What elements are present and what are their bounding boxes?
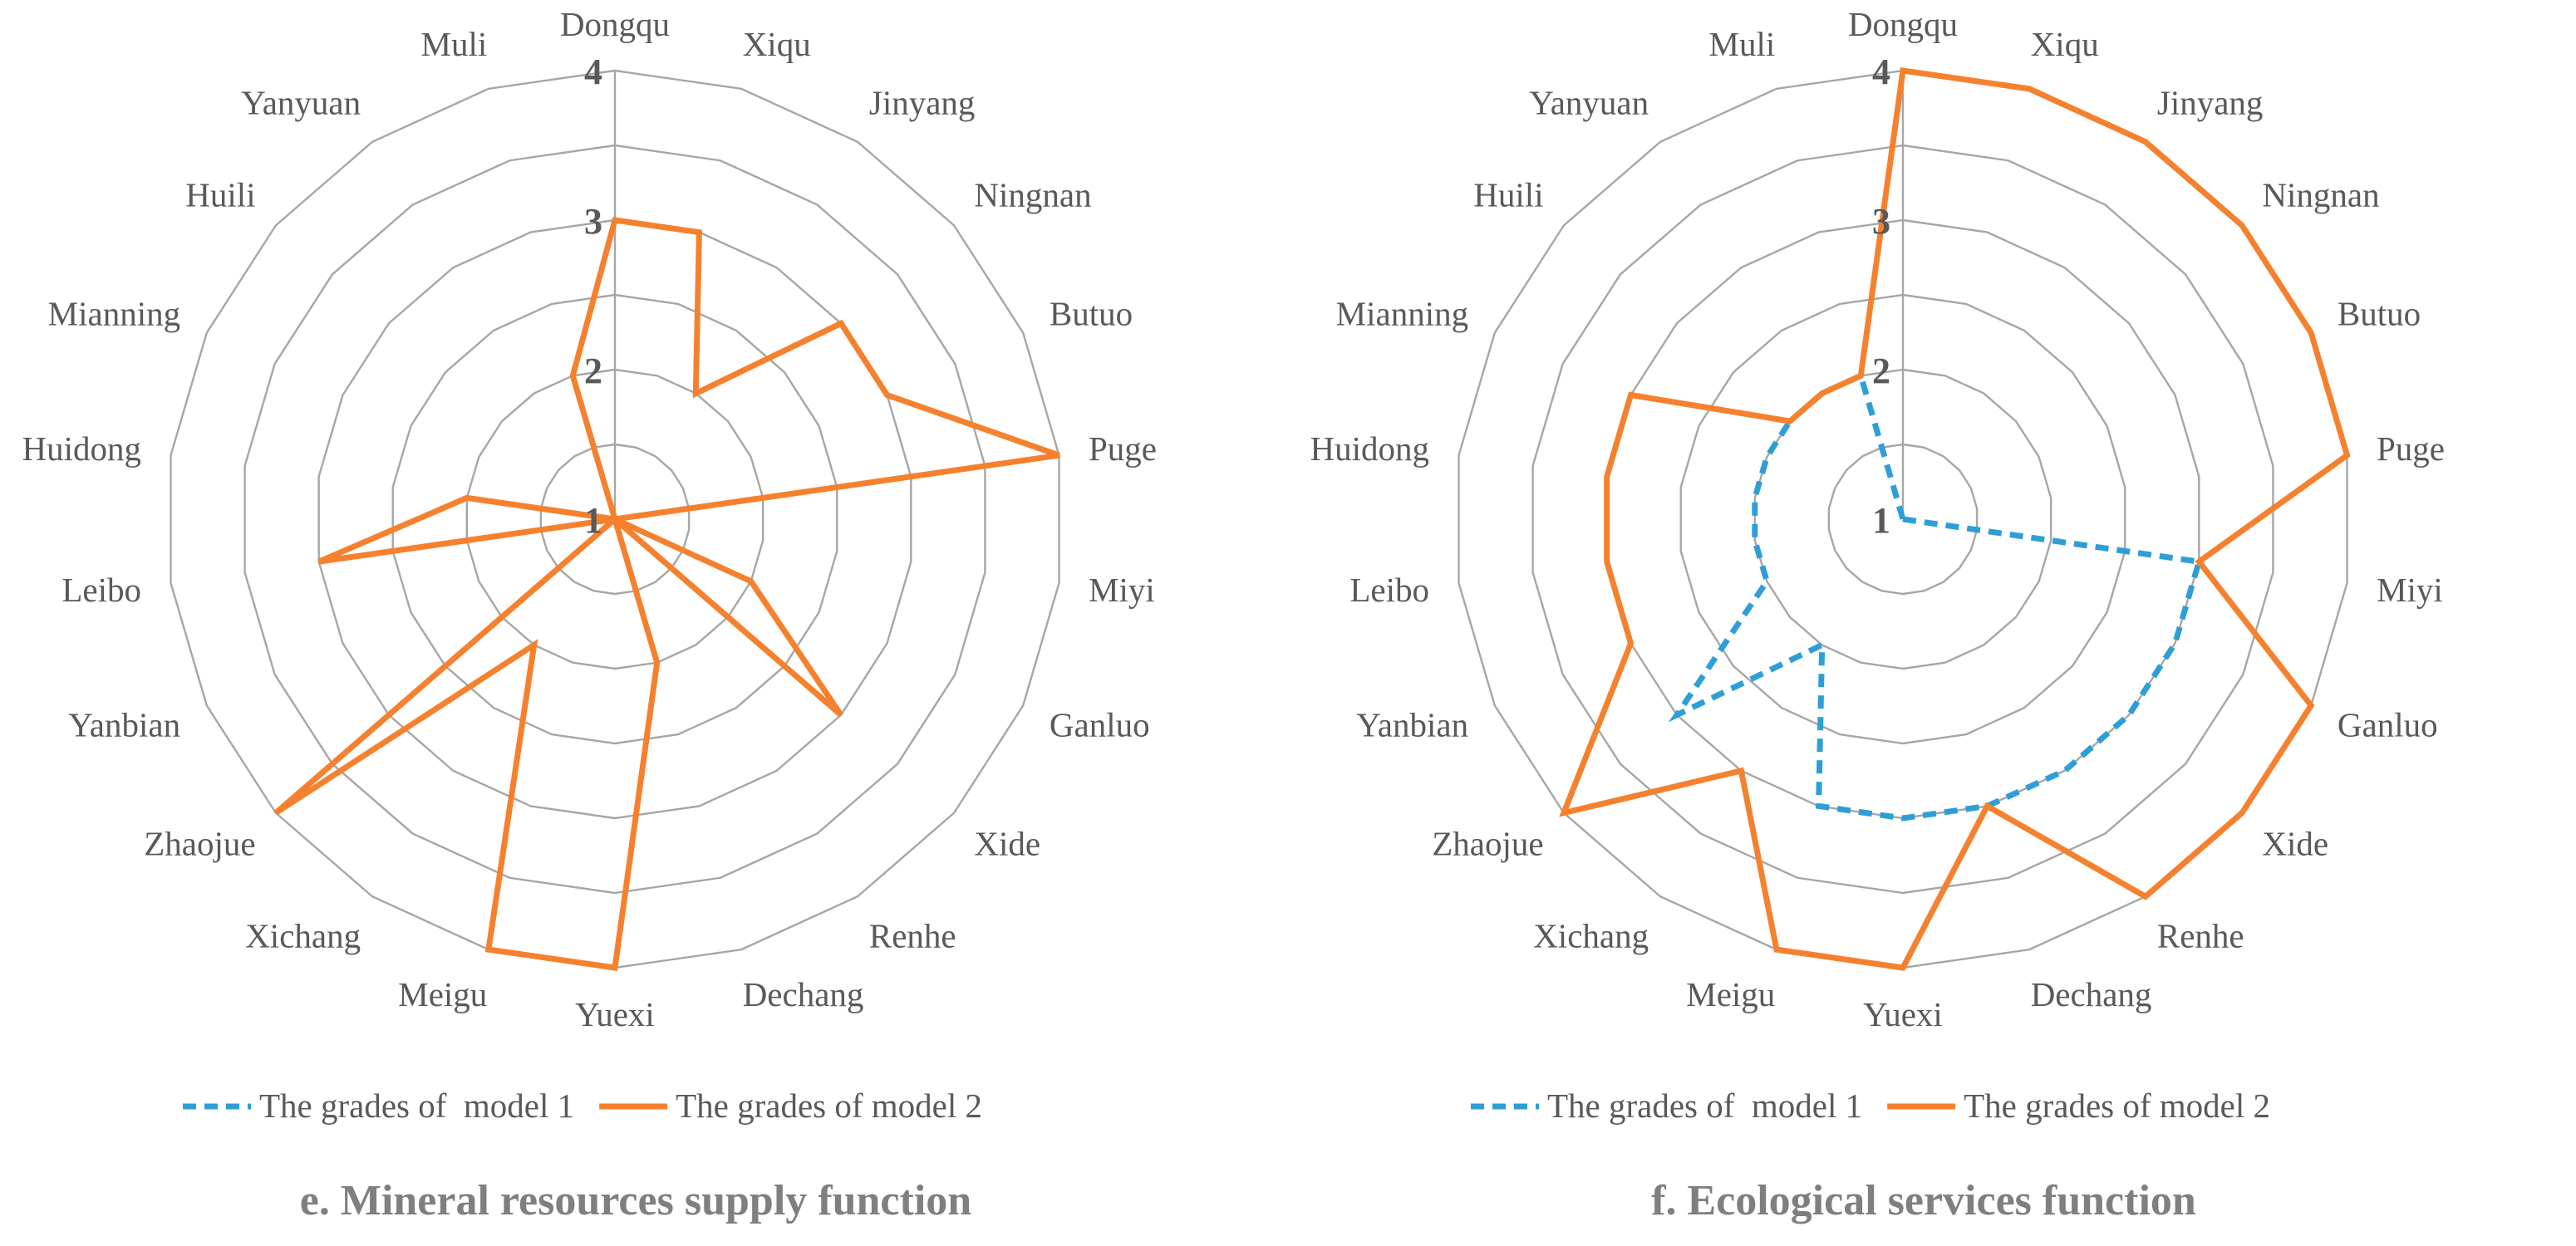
category-label: Yanyuan [1529,84,1649,122]
legend: The grades of model 1 The grades of model… [183,1087,982,1125]
category-labels: Dongqu Xiqu Jinyang Ningnan Butuo Puge Miyi Gan… [22,5,1158,1033]
series-line-model-2 [1559,67,2351,971]
category-label: Puge [2377,429,2445,468]
category-label: Jinyang [869,84,976,122]
category-label: Xiqu [743,25,811,63]
category-label: Yanbian [1356,706,1468,744]
category-label: Zhaojue [1432,824,1543,862]
category-label: Huidong [1310,429,1430,468]
legend-label: The grades of model 2 [1964,1087,2270,1125]
legend: The grades of model 1 The grades of model… [1471,1087,2270,1125]
tick-label: 1 [1872,500,1890,541]
category-label: Jinyang [2157,84,2264,122]
legend-label: The grades of model 1 [1547,1087,1862,1125]
tick-label: 1 [584,500,602,541]
category-label: Zhaojue [144,824,255,862]
radar-chart-f: Dongqu Xiqu Jinyang Ningnan Butuo Puge Miyi Gan… [1310,5,2446,1224]
category-label: Huili [185,176,255,214]
category-label: Huili [1473,176,1543,214]
radar-chart-e: Dongqu Xiqu Jinyang Ningnan Butuo Puge Miyi Gan… [22,5,1158,1224]
category-label: Ganluo [2338,706,2438,744]
radial-tick-labels: 1 2 3 4 [584,52,602,541]
grid-ring [465,368,764,670]
category-label: Yuexi [575,995,655,1033]
category-label: Xide [974,824,1040,862]
radial-tick-labels: 1 2 3 4 [1872,52,1890,541]
chart-title: f. Ecological services function [1651,1177,2196,1224]
series-lines [1559,67,2351,971]
category-label: Xichang [245,916,361,954]
category-label: Butuo [2338,294,2421,332]
series-lines [273,217,1060,971]
category-label: Renhe [2157,916,2244,954]
tick-label: 2 [1872,351,1890,391]
category-label: Leibo [61,571,141,609]
category-label: Yanyuan [241,84,361,122]
legend-label: The grades of model 1 [259,1087,574,1125]
category-label: Meigu [1686,975,1775,1013]
grid-ring [1531,144,2274,895]
legend-label: The grades of model 2 [676,1087,982,1125]
category-label: Xichang [1533,916,1649,954]
category-label: Yuexi [1863,995,1943,1033]
grid-ring [1827,443,1979,596]
grid-ring [243,144,986,895]
category-label: Xide [2262,824,2328,862]
series-line-model-2 [273,217,1060,971]
category-label: Ningnan [974,176,1091,214]
tick-label: 4 [1872,52,1890,92]
tick-label: 2 [584,351,602,391]
radar-panel-f: Dongqu Xiqu Jinyang Ningnan Butuo Puge Miyi Gan… [1288,0,2576,1246]
category-label: Puge [1089,429,1157,468]
tick-label: 3 [584,201,602,242]
category-label: Mianning [48,294,180,332]
category-label: Yanbian [68,706,180,744]
series-line-model-1 [1668,371,2203,822]
category-label: Miyi [2377,571,2443,609]
category-label: Dongqu [560,5,670,43]
category-label: Muli [1709,25,1776,63]
category-label: Mianning [1336,294,1468,332]
tick-label: 4 [584,52,602,92]
category-label: Ganluo [1050,706,1150,744]
category-labels: Dongqu Xiqu Jinyang Ningnan Butuo Puge Miyi Gan… [1310,5,2446,1033]
category-label: Meigu [398,975,487,1013]
tick-label: 3 [1872,201,1890,242]
grid-ring [391,293,838,745]
category-label: Butuo [1050,294,1133,332]
category-label: Xiqu [2031,25,2099,63]
category-label: Dongqu [1848,5,1958,43]
grid-ring [539,443,691,596]
radar-panel-e: Dongqu Xiqu Jinyang Ningnan Butuo Puge Miyi Gan… [22,5,1158,1224]
chart-title: e. Mineral resources supply function [300,1177,971,1224]
category-label: Ningnan [2262,176,2379,214]
category-label: Dechang [2031,975,2152,1013]
category-label: Leibo [1349,571,1429,609]
category-label: Muli [421,25,488,63]
category-label: Huidong [22,429,142,468]
category-label: Renhe [869,916,956,954]
category-label: Miyi [1089,571,1155,609]
category-label: Dechang [743,975,864,1013]
